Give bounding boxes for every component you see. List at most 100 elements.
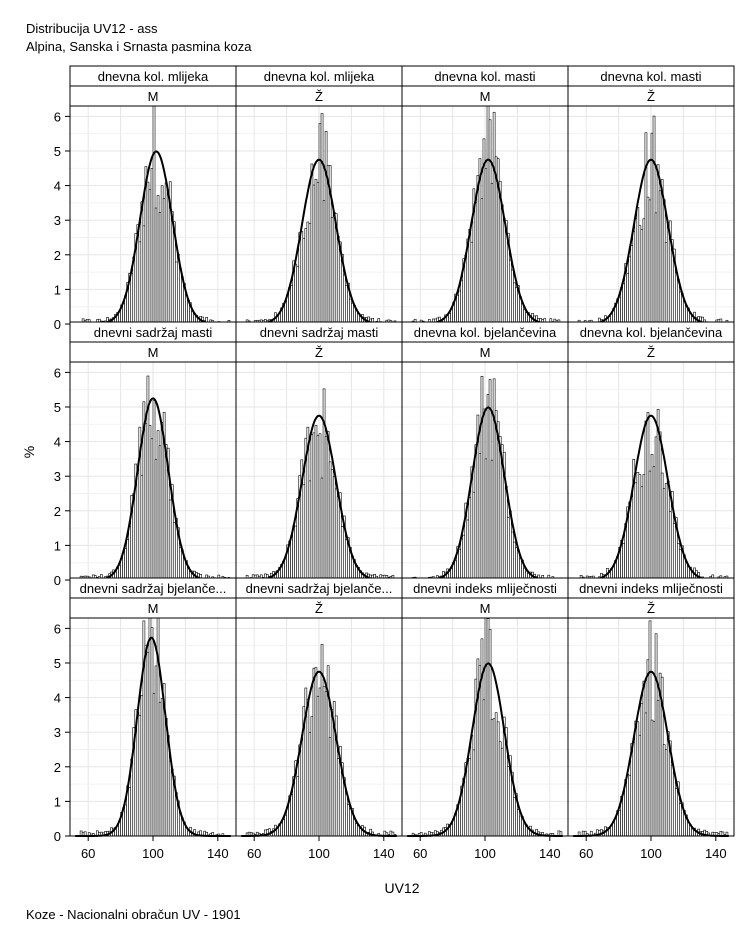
histogram-bar bbox=[328, 737, 332, 837]
histogram-bar bbox=[474, 202, 478, 325]
histogram-bar bbox=[494, 410, 498, 581]
histogram-bar bbox=[650, 454, 654, 581]
histogram-bar bbox=[345, 539, 348, 581]
histogram-bar bbox=[302, 484, 306, 581]
histogram-bar bbox=[490, 182, 494, 325]
histogram-bar bbox=[478, 453, 482, 581]
histogram-bar bbox=[622, 793, 625, 837]
histogram-bar bbox=[654, 436, 658, 581]
histogram-bar bbox=[666, 480, 670, 581]
histogram-bar bbox=[284, 558, 287, 581]
histogram-bar bbox=[466, 519, 470, 581]
y-tick-label: 4 bbox=[54, 691, 61, 706]
panel-trait-label: dnevna kol. bjelančevina bbox=[580, 325, 723, 340]
histogram-bar bbox=[138, 241, 142, 325]
histogram-bar bbox=[316, 695, 320, 837]
histogram-bar bbox=[498, 741, 502, 837]
histogram-bar bbox=[630, 245, 634, 325]
histogram-bar bbox=[166, 189, 170, 325]
histogram-bar bbox=[636, 207, 640, 325]
x-tick-label: 140 bbox=[705, 846, 727, 861]
y-tick-label: 1 bbox=[54, 538, 61, 553]
histogram-bar bbox=[630, 496, 634, 581]
histogram-bar bbox=[636, 721, 640, 837]
histogram-bar bbox=[332, 476, 336, 581]
x-tick-label: 60 bbox=[81, 846, 95, 861]
y-tick-label: 0 bbox=[54, 317, 61, 332]
histogram-bar bbox=[513, 282, 516, 325]
histogram-bar bbox=[648, 620, 652, 837]
histogram-bar bbox=[654, 212, 658, 325]
histogram-bar bbox=[168, 760, 172, 837]
histogram-bar bbox=[679, 291, 682, 325]
histogram-bar bbox=[349, 298, 352, 325]
x-tick-label: 60 bbox=[413, 846, 427, 861]
histogram-bar bbox=[523, 823, 526, 837]
panel-trait-label: dnevna kol. mlijeka bbox=[264, 69, 375, 84]
histogram-bar bbox=[300, 739, 304, 837]
histogram-bar bbox=[618, 809, 621, 837]
histogram-bar bbox=[679, 803, 682, 837]
histogram-bar bbox=[122, 551, 125, 581]
histogram-bar bbox=[330, 217, 334, 325]
y-tick-label: 1 bbox=[54, 794, 61, 809]
y-tick-label: 6 bbox=[54, 365, 61, 380]
histogram-bar bbox=[460, 538, 464, 581]
panel-sex-label: M bbox=[148, 601, 159, 616]
panel-sex-label: Ž bbox=[315, 601, 323, 616]
histogram-bar bbox=[308, 223, 312, 325]
panel-trait-label: dnevna kol. bjelančevina bbox=[414, 325, 557, 340]
histogram-bar bbox=[146, 652, 150, 837]
panel-sex-label: Ž bbox=[315, 345, 323, 360]
y-tick-label: 0 bbox=[54, 829, 61, 844]
histogram-bar bbox=[480, 198, 484, 325]
histogram-bar bbox=[632, 231, 636, 325]
histogram-bar bbox=[662, 744, 666, 837]
histogram-bar bbox=[674, 272, 678, 325]
x-tick-label: 60 bbox=[579, 846, 593, 861]
histogram-bar bbox=[660, 472, 664, 581]
histogram-bar bbox=[130, 273, 134, 325]
histogram-bar bbox=[472, 491, 476, 581]
histogram-bar bbox=[634, 720, 638, 837]
histogram-bar bbox=[628, 774, 632, 837]
histogram-bar bbox=[353, 818, 356, 837]
histogram-bar bbox=[454, 560, 457, 581]
histogram-bar bbox=[470, 241, 474, 325]
histogram-bar bbox=[650, 719, 654, 837]
x-tick-label: 60 bbox=[247, 846, 261, 861]
histogram-bar bbox=[494, 712, 498, 837]
histogram-bar bbox=[164, 717, 168, 837]
histogram-bar bbox=[318, 123, 322, 325]
histogram-bar bbox=[644, 420, 648, 581]
histogram-bar bbox=[658, 190, 662, 325]
panel-sex-label: M bbox=[480, 89, 491, 104]
histogram-bar bbox=[482, 408, 486, 581]
histogram-bar bbox=[314, 425, 318, 581]
histogram-bar bbox=[460, 279, 464, 325]
histogram-bar bbox=[484, 617, 488, 837]
y-tick-label: 0 bbox=[54, 573, 61, 588]
histogram-bar bbox=[622, 543, 625, 581]
histogram-bar bbox=[508, 259, 512, 325]
histogram-bar bbox=[148, 617, 152, 837]
histogram-bar bbox=[284, 814, 287, 837]
y-tick-label: 2 bbox=[54, 248, 61, 263]
histogram-bar bbox=[318, 433, 322, 581]
histogram-bar bbox=[670, 764, 674, 837]
histogram-bar bbox=[156, 430, 160, 581]
panel-sex-label: M bbox=[480, 345, 491, 360]
histogram-bar bbox=[662, 199, 666, 325]
histogram-bar bbox=[458, 290, 461, 325]
histogram-bar bbox=[462, 534, 466, 581]
histogram-bar bbox=[296, 265, 300, 325]
histogram-bar bbox=[642, 474, 646, 581]
histogram-bar bbox=[172, 521, 176, 581]
histogram-bar bbox=[310, 716, 314, 837]
histogram-bar bbox=[614, 818, 617, 837]
histogram-bar bbox=[646, 196, 650, 325]
histogram-bar bbox=[152, 693, 156, 837]
histogram-bar bbox=[150, 438, 154, 581]
histogram-bar bbox=[640, 486, 644, 581]
histogram-bar bbox=[511, 531, 514, 581]
